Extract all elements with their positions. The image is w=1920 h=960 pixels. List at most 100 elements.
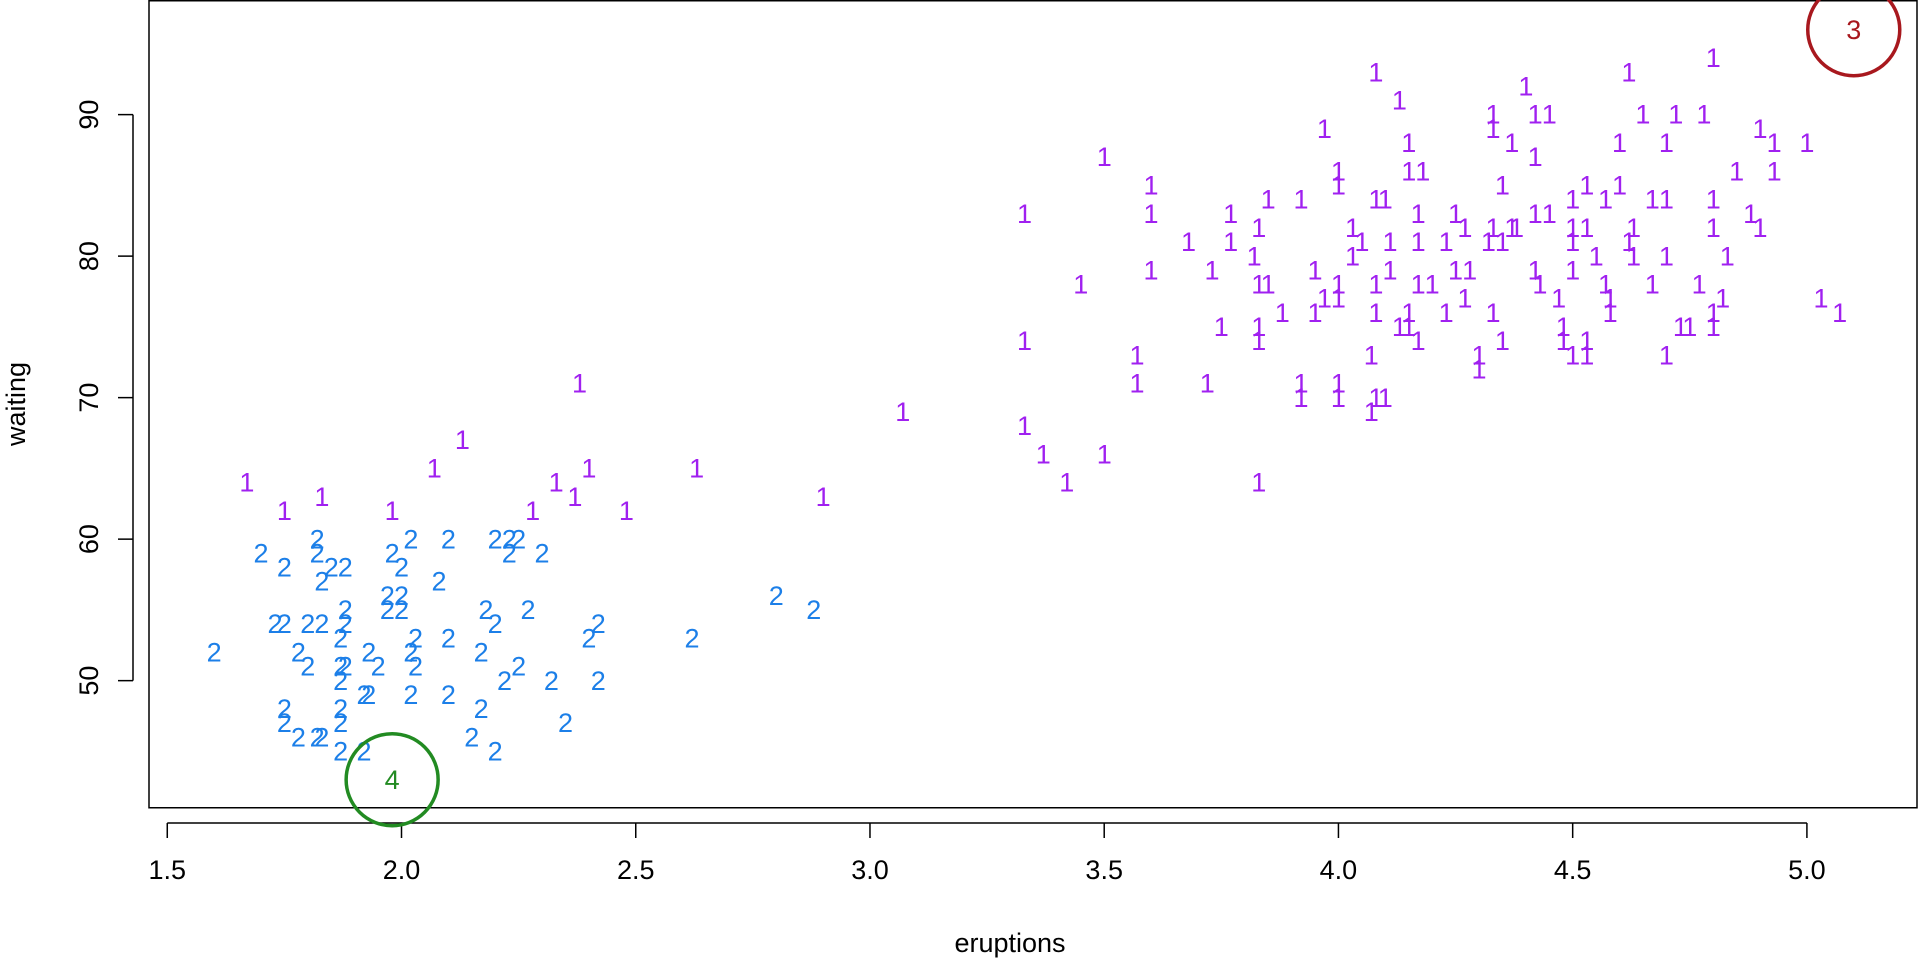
point: 2 (394, 553, 409, 583)
point: 1 (1439, 227, 1454, 257)
point: 1 (1729, 156, 1744, 186)
cluster-center (1806, 0, 1902, 78)
point: 1 (1645, 185, 1660, 215)
point: 1 (1457, 213, 1472, 243)
point: 1 (1486, 114, 1501, 144)
point: 2 (806, 595, 821, 625)
point: 2 (314, 567, 329, 597)
point: 1 (1392, 86, 1407, 116)
point: 1 (1462, 255, 1477, 285)
point: 1 (1528, 142, 1543, 172)
point: 1 (1317, 284, 1332, 314)
point: 2 (291, 637, 306, 667)
x-tick-label: 4.5 (1554, 855, 1592, 885)
point: 1 (1097, 439, 1112, 469)
point: 1 (525, 496, 540, 526)
y-tick-label: 90 (74, 100, 104, 130)
point: 2 (338, 609, 353, 639)
point: 2 (324, 553, 339, 583)
point: 1 (1275, 298, 1290, 328)
point: 2 (333, 623, 348, 653)
point: 1 (1251, 312, 1266, 342)
point: 2 (277, 609, 292, 639)
point: 2 (361, 637, 376, 667)
point: 1 (1813, 284, 1828, 314)
point: 1 (239, 468, 254, 498)
point: 1 (1832, 298, 1847, 328)
point: 1 (1401, 298, 1416, 328)
point: 1 (1036, 439, 1051, 469)
plot-frame (148, 0, 1918, 809)
point: 1 (1293, 185, 1308, 215)
point: 1 (385, 496, 400, 526)
point: 2 (581, 623, 596, 653)
point: 1 (1551, 284, 1566, 314)
point: 2 (394, 581, 409, 611)
point: 1 (1097, 142, 1112, 172)
point: 2 (591, 609, 606, 639)
point: 1 (1579, 213, 1594, 243)
point: 1 (1767, 128, 1782, 158)
point: 1 (1621, 227, 1636, 257)
point: 2 (361, 680, 376, 710)
point: 1 (1799, 128, 1814, 158)
point: 1 (1293, 369, 1308, 399)
y-tick-label: 70 (74, 383, 104, 413)
point: 2 (408, 652, 423, 682)
point: 1 (1565, 227, 1580, 257)
point: 1 (1504, 128, 1519, 158)
point: 1 (1565, 255, 1580, 285)
point: 1 (1331, 170, 1346, 200)
y-tick-label: 80 (74, 241, 104, 271)
point: 1 (314, 482, 329, 512)
point: 1 (1439, 298, 1454, 328)
point: 1 (1532, 270, 1547, 300)
point: 1 (1706, 185, 1721, 215)
point: 2 (277, 553, 292, 583)
point: 1 (1715, 284, 1730, 314)
point: 2 (591, 666, 606, 696)
point: 1 (455, 425, 470, 455)
point: 1 (549, 468, 564, 498)
point: 1 (277, 496, 292, 526)
point: 1 (1251, 270, 1266, 300)
point: 1 (1579, 340, 1594, 370)
point: 1 (1504, 213, 1519, 243)
point: 1 (1345, 241, 1360, 271)
point: 1 (1017, 326, 1032, 356)
point: 2 (380, 581, 395, 611)
point: 1 (1598, 185, 1613, 215)
y-axis-label: waiting (1, 362, 31, 447)
point: 2 (371, 652, 386, 682)
point: 1 (1621, 57, 1636, 87)
point: 1 (1668, 100, 1683, 130)
point: 2 (511, 524, 526, 554)
point: 1 (1448, 255, 1463, 285)
x-tick-label: 1.5 (148, 855, 186, 885)
point: 1 (1565, 340, 1580, 370)
point: 1 (1181, 227, 1196, 257)
point: 2 (502, 538, 517, 568)
point: 1 (1579, 326, 1594, 356)
point: 1 (1331, 270, 1346, 300)
point: 2 (333, 666, 348, 696)
point: 1 (1603, 298, 1618, 328)
y-tick-label: 50 (74, 666, 104, 696)
point: 1 (1706, 312, 1721, 342)
point: 1 (1495, 326, 1510, 356)
x-tick-label: 5.0 (1788, 855, 1826, 885)
point: 2 (474, 694, 489, 724)
point: 2 (403, 524, 418, 554)
point: 2 (488, 609, 503, 639)
point: 2 (338, 595, 353, 625)
point: 1 (1528, 199, 1543, 229)
point: 1 (1556, 312, 1571, 342)
point: 2 (488, 737, 503, 767)
point: 2 (207, 637, 222, 667)
x-tick-label: 4.0 (1320, 855, 1358, 885)
point: 2 (441, 524, 456, 554)
point: 2 (558, 708, 573, 738)
point: 1 (816, 482, 831, 512)
point: 1 (1471, 354, 1486, 384)
point: 2 (684, 623, 699, 653)
